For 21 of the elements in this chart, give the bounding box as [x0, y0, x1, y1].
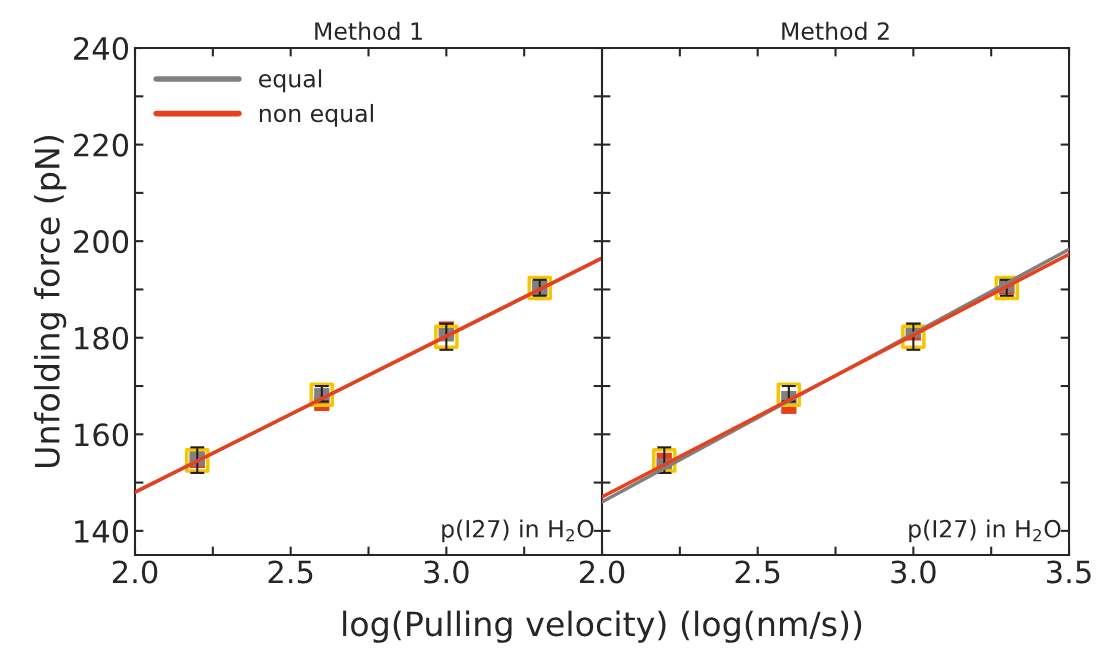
x-tick-label: 2.0 — [112, 560, 158, 584]
x-axis-title: log(Pulling velocity) (log(nm/s)) — [343, 610, 862, 643]
y-tick-label: 160 — [75, 423, 129, 447]
x-tick-label: 3.0 — [891, 560, 936, 584]
annotation: p(I27) in H$_{2}$O — [909, 519, 1061, 543]
x-tick-label: 3.5 — [1047, 560, 1091, 584]
y-tick-label: 140 — [75, 519, 129, 543]
x-tick-label: 2.5 — [735, 560, 780, 584]
y-tick-label: 220 — [74, 133, 129, 157]
legend-label: equal — [259, 69, 322, 93]
y-tick-label: 180 — [75, 326, 129, 350]
annotation: p(I27) in H$_{2}$O — [442, 519, 594, 543]
y-tick-label: 240 — [74, 36, 129, 61]
x-tick-label: 2.5 — [268, 560, 313, 584]
x-tick-label: 3.0 — [424, 560, 469, 584]
chart-title: Method 2 — [782, 21, 889, 41]
legend-label: non equal — [259, 103, 373, 127]
y-tick-label: 200 — [74, 230, 129, 254]
chart-title: Method 1 — [315, 21, 422, 41]
x-tick-label: 2.0 — [579, 560, 625, 584]
y-axis-title: Unfolding force (pN) — [34, 135, 67, 468]
